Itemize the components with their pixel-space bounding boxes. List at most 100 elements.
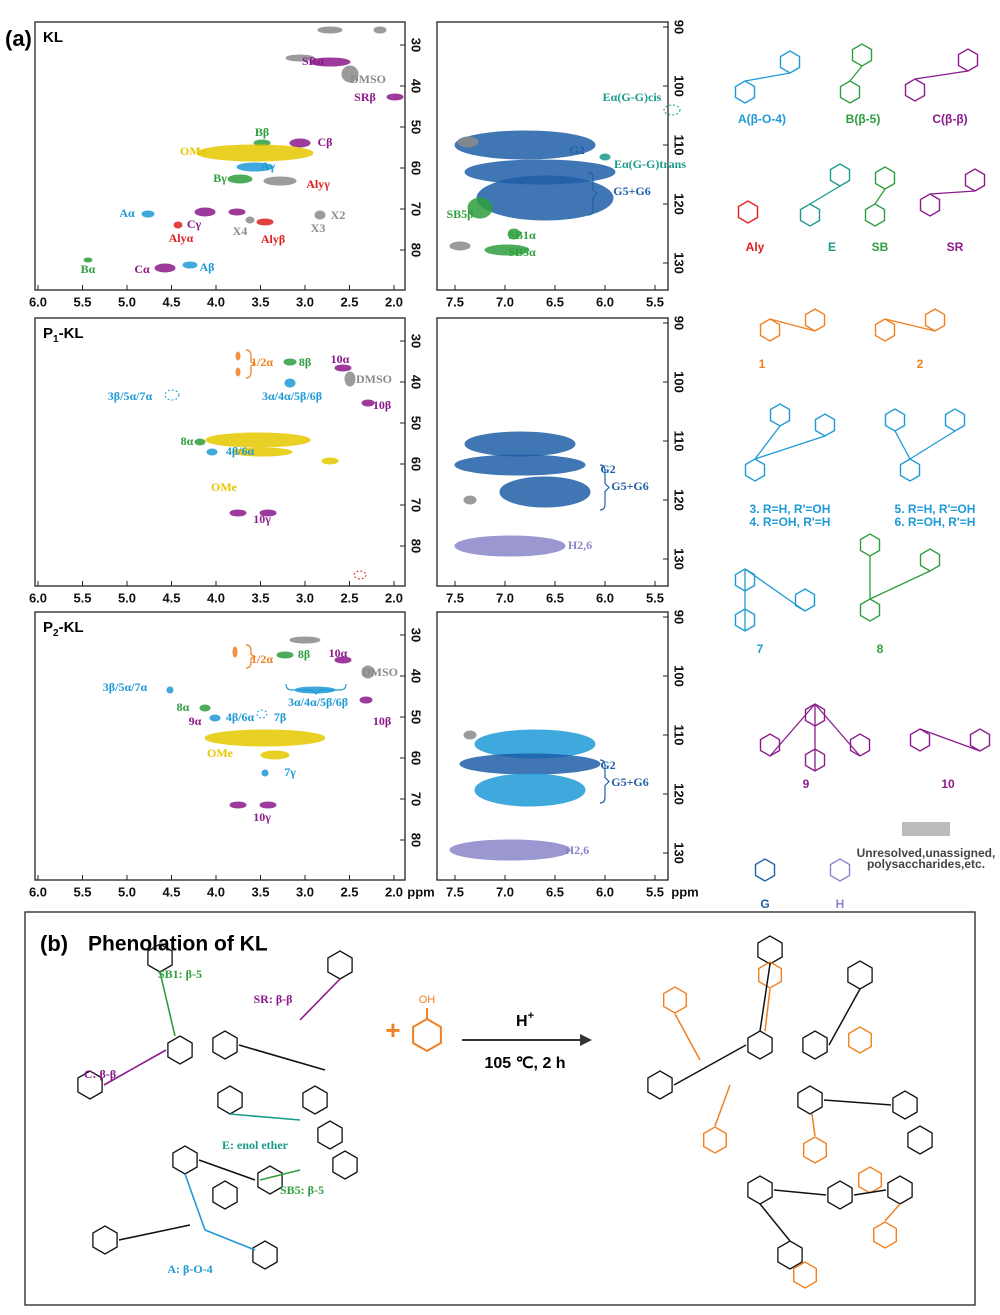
linkage-label: SB1: β-5 (158, 967, 202, 981)
bond (894, 430, 911, 460)
ring (744, 458, 766, 482)
linkage-label: C: β-β (84, 1067, 116, 1081)
contour (141, 210, 155, 218)
x-tick-label: 7.5 (446, 590, 464, 605)
ring (794, 588, 816, 612)
y-tick-label: 40 (409, 669, 424, 683)
ring (851, 43, 873, 67)
contour (289, 138, 311, 148)
spectrum-name-part: 2 (53, 628, 59, 639)
peak-label: 10α (329, 646, 348, 660)
bond (754, 435, 826, 460)
peak-label: Bγ (213, 171, 227, 185)
peak-label: Eα(G-G)cis (603, 90, 662, 104)
spectrum-name-part: 1 (53, 334, 59, 345)
x-tick-label: 6.0 (596, 884, 614, 899)
contour (386, 93, 404, 101)
structure-label: SR (947, 240, 964, 254)
x-tick-label: 6.0 (29, 884, 47, 899)
panel-b-frame (24, 911, 976, 1306)
peak-label: G2 (600, 758, 615, 772)
peak-label: 7β (274, 710, 286, 724)
panel-label: (a) (5, 26, 32, 51)
y-tick-label: 50 (409, 710, 424, 724)
contour (353, 570, 367, 580)
bond (118, 1224, 191, 1241)
peak-label: 8β (299, 355, 311, 369)
bond (744, 72, 791, 82)
ring (799, 203, 821, 227)
bond (811, 1113, 816, 1137)
x-tick-label: 3.0 (296, 590, 314, 605)
contour (261, 769, 269, 777)
contour (256, 709, 268, 719)
structure-label: polysaccharides,etc. (867, 857, 985, 871)
y-tick-label: 80 (409, 243, 424, 257)
x-tick-label: 3.5 (251, 884, 269, 899)
ring (874, 166, 896, 190)
spectrum-name-part: KL (43, 29, 63, 46)
ring (759, 733, 781, 757)
peak-label: SRα (302, 54, 324, 68)
ring (887, 1175, 913, 1205)
brace (285, 683, 347, 695)
peak-label: 1/2α (251, 355, 273, 369)
contour (235, 367, 241, 377)
contour (463, 495, 477, 505)
x-tick-label: 5.0 (118, 294, 136, 309)
structure-label: 2 (917, 357, 924, 371)
ring (873, 1221, 897, 1249)
bond (204, 1229, 256, 1251)
y-tick-label: 120 (672, 489, 687, 511)
peak-label: OMe (211, 480, 238, 494)
y-tick-label: 110 (672, 725, 687, 746)
peak-label: 10γ (253, 810, 271, 824)
contour (154, 263, 176, 273)
y-tick-label: 60 (409, 457, 424, 471)
peak-label: H2,6 (565, 843, 589, 857)
x-tick-label: 2.5 (340, 294, 358, 309)
y-tick-label: 40 (409, 375, 424, 389)
bond (853, 1189, 887, 1196)
bond (744, 568, 806, 612)
spectrum-name-part: P (43, 325, 53, 342)
contour (341, 65, 359, 83)
ring (758, 961, 782, 989)
spectrum-frame (34, 317, 406, 587)
ring (779, 50, 801, 74)
x-tick-label: 4.0 (207, 590, 225, 605)
peak-label: 10γ (253, 512, 271, 526)
bond (849, 65, 863, 82)
ring (964, 168, 986, 192)
catalyst-part: + (528, 1010, 534, 1022)
structure-label: Unresolved,unassigned, (857, 846, 996, 860)
peak-label: X3 (311, 221, 326, 235)
peak-label: Eα(G-G)trans (614, 157, 686, 171)
ring (172, 1145, 198, 1175)
contour (173, 221, 183, 229)
conditions: 105 ℃, 2 h (484, 1055, 565, 1072)
y-tick-label: 90 (672, 20, 687, 34)
ring (839, 80, 861, 104)
contour (276, 651, 294, 659)
structure-label: G (760, 897, 769, 911)
ring (777, 1240, 803, 1270)
panel-label: (b) (40, 931, 68, 956)
contour (467, 197, 493, 219)
peak-label: Cα (134, 262, 150, 276)
peak-label: DMSO (350, 72, 386, 86)
ring (907, 1125, 933, 1155)
contour (373, 26, 387, 34)
contour (83, 257, 93, 263)
x-tick-label: 7.0 (496, 590, 514, 605)
y-tick-label: 110 (672, 135, 687, 156)
bond (259, 1169, 301, 1181)
axis-unit: ppm (671, 884, 698, 899)
bond (764, 988, 771, 1032)
x-tick-label: 5.5 (73, 884, 91, 899)
bond (769, 318, 816, 332)
peak-label: SB1α (508, 228, 536, 242)
bond (673, 1044, 747, 1086)
arrowhead (580, 1034, 592, 1046)
